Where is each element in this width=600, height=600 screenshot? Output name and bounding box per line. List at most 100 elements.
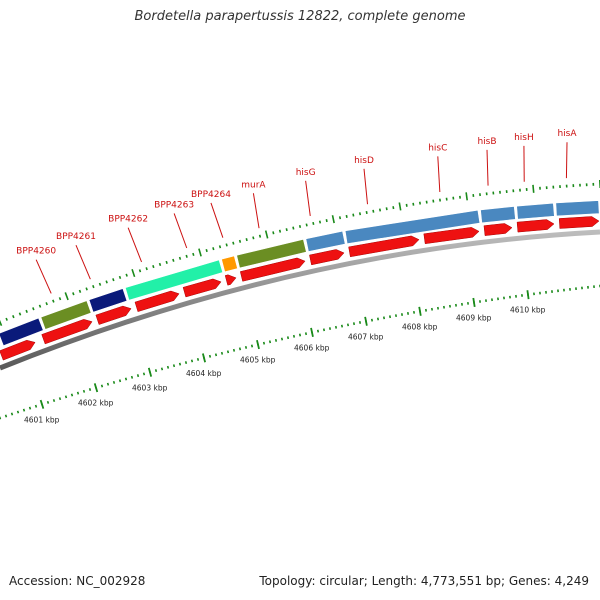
kbp-minor-tick xyxy=(238,347,242,351)
dark-blue-segment xyxy=(88,288,128,313)
outer-tick xyxy=(118,275,122,280)
callout-leader xyxy=(35,259,52,294)
outer-tick xyxy=(192,252,195,256)
outer-tick xyxy=(58,297,62,301)
kbp-minor-tick xyxy=(304,332,308,336)
kbp-major-tick xyxy=(364,316,368,326)
kbp-label: 4610 kbp xyxy=(510,306,546,315)
cds-arrow xyxy=(95,305,132,325)
kbp-minor-tick xyxy=(160,367,164,371)
cds-arrow xyxy=(348,235,420,258)
cds-arrow xyxy=(516,219,555,233)
kbp-minor-tick xyxy=(52,399,56,403)
outer-tick xyxy=(32,307,35,311)
callout-leader xyxy=(305,180,311,217)
gene-label: hisC xyxy=(428,143,447,153)
cds-arrow xyxy=(0,339,36,361)
kbp-label: 4607 kbp xyxy=(348,332,384,341)
outer-tick xyxy=(318,220,322,224)
kbp-minor-tick xyxy=(316,329,320,333)
outer-tick xyxy=(338,216,342,220)
kbp-label: 4609 kbp xyxy=(456,313,492,322)
kbp-minor-tick xyxy=(280,337,284,341)
kbp-minor-tick xyxy=(130,375,134,379)
outer-tick xyxy=(185,254,188,258)
gene-label: BPP4264 xyxy=(191,190,231,200)
kbp-minor-tick xyxy=(274,338,278,342)
kbp-minor-tick xyxy=(118,379,122,383)
cds-arrow xyxy=(224,274,237,286)
kbp-label: 4608 kbp xyxy=(402,322,438,331)
kbp-minor-tick xyxy=(196,357,200,361)
callout-leader xyxy=(210,202,224,238)
outer-tick xyxy=(98,282,102,286)
kbp-minor-tick xyxy=(340,324,344,328)
outer-tick xyxy=(178,256,182,260)
outer-tick xyxy=(245,238,248,242)
outer-tick-track xyxy=(0,179,600,327)
outer-tick xyxy=(358,212,362,216)
outer-tick xyxy=(325,219,328,223)
kbp-minor-tick xyxy=(136,374,140,378)
outer-tick xyxy=(365,210,368,215)
outer-tick xyxy=(165,260,168,264)
outer-tick xyxy=(218,245,222,249)
callout-leader xyxy=(127,227,143,263)
gene-label: hisB xyxy=(477,137,496,147)
outer-tick xyxy=(292,226,295,230)
outer-tick xyxy=(72,292,75,296)
kbp-major-tick xyxy=(93,383,99,393)
kbp-minor-tick xyxy=(268,340,272,344)
cds-arrow xyxy=(423,227,480,245)
outer-tick xyxy=(258,234,262,238)
kbp-label: 4603 kbp xyxy=(132,383,168,392)
outer-tick xyxy=(125,273,128,277)
kbp-minor-tick xyxy=(292,334,296,338)
outer-tick xyxy=(278,229,282,233)
cds-arrow xyxy=(182,278,222,298)
kbp-minor-tick xyxy=(262,341,266,345)
olive-segment xyxy=(236,239,307,269)
kbp-label: 4604 kbp xyxy=(186,369,222,378)
outer-tick xyxy=(345,214,348,218)
outer-tick xyxy=(264,230,269,239)
cds-arrow xyxy=(558,216,600,229)
orange-segment xyxy=(221,255,238,273)
steel-blue-segment xyxy=(305,230,346,252)
outer-tick xyxy=(138,269,142,273)
outer-tick xyxy=(205,248,208,253)
kbp-minor-tick xyxy=(208,354,212,358)
outer-tick xyxy=(198,248,202,257)
gene-label: BPP4261 xyxy=(56,232,96,242)
outer-tick xyxy=(372,209,375,213)
kbp-major-tick xyxy=(418,306,422,316)
kbp-minor-tick xyxy=(322,328,326,332)
outer-tick xyxy=(232,241,235,245)
steel-blue-segment xyxy=(480,206,516,224)
kbp-label: 4601 kbp xyxy=(24,415,60,424)
outer-tick xyxy=(145,267,148,271)
outer-tick xyxy=(352,213,355,217)
feature-track xyxy=(0,200,600,347)
cds-arrow-track xyxy=(0,216,600,361)
kbp-minor-tick xyxy=(112,380,116,384)
kbp-major-tick xyxy=(256,339,260,350)
kbp-minor-tick xyxy=(334,325,338,329)
outer-tick xyxy=(172,258,175,262)
aqua-segment xyxy=(124,259,224,301)
gene-label: BPP4262 xyxy=(108,215,148,225)
callout-leader xyxy=(486,149,489,186)
genome-backbone xyxy=(0,229,600,371)
gene-label: murA xyxy=(241,180,266,190)
kbp-minor-tick xyxy=(10,412,14,416)
kbp-label: 4602 kbp xyxy=(78,399,114,408)
gene-label: BPP4260 xyxy=(16,247,56,257)
olive-segment xyxy=(40,300,92,330)
accession-text: Accession: NC_002928 xyxy=(9,574,146,588)
kbp-minor-tick xyxy=(70,393,74,397)
steel-blue-segment xyxy=(516,202,555,220)
outer-tick xyxy=(465,192,468,201)
outer-tick xyxy=(78,289,82,293)
kbp-minor-tick xyxy=(100,384,104,388)
